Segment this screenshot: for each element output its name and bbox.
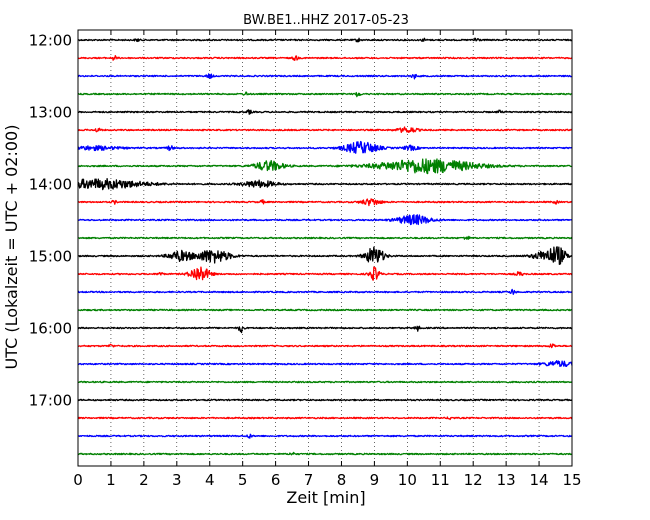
trace-1730 (77, 433, 573, 439)
y-tick-label: 12:00 (29, 32, 72, 50)
x-tick-label: 8 (337, 471, 347, 489)
trace-1600 (77, 325, 573, 334)
trace-1530 (77, 288, 573, 295)
trace-1700 (77, 398, 573, 402)
x-tick-label: 12 (464, 471, 483, 489)
x-tick-label: 6 (271, 471, 281, 489)
x-tick-label: 10 (398, 471, 417, 489)
grid-lines (110, 30, 540, 466)
trace-1245 (77, 91, 573, 98)
y-tick-label: 14:00 (29, 176, 72, 194)
trace-1415 (77, 198, 573, 207)
x-tick-label: 13 (497, 471, 516, 489)
x-tick-label: 11 (431, 471, 450, 489)
x-tick-label: 9 (370, 471, 380, 489)
x-tick-label: 5 (238, 471, 248, 489)
trace-1615 (77, 343, 573, 349)
x-tick-label: 15 (562, 471, 581, 489)
trace-1230 (77, 73, 573, 80)
trace-1500 (77, 246, 573, 266)
x-tick-label: 7 (304, 471, 314, 489)
trace-1515 (77, 266, 573, 281)
y-tick-label: 17:00 (29, 392, 72, 410)
x-tick-label: 2 (139, 471, 149, 489)
y-axis-label: UTC (Lokalzeit = UTC + 02:00) (2, 125, 21, 370)
trace-1300 (77, 109, 573, 115)
axis-ticks: 0 1 2 3 4 5 6 7 8 9 10 11 12 13 14 1512:0013:0014:0015:… (29, 30, 582, 489)
trace-1715 (77, 416, 573, 421)
y-tick-label: 13:00 (29, 104, 72, 122)
x-tick-label: 0 (73, 471, 83, 489)
trace-1200 (77, 37, 573, 43)
x-tick-label: 4 (205, 471, 215, 489)
trace-1330 (77, 140, 573, 154)
trace-1400 (77, 177, 573, 191)
chart-title: BW.BE1..HHZ 2017-05-23 (243, 13, 409, 28)
trace-1315 (77, 126, 573, 134)
trace-1630 (77, 360, 573, 368)
x-axis-label: Zeit [min] (286, 488, 365, 507)
x-tick-label: 3 (172, 471, 182, 489)
trace-1445 (77, 235, 573, 240)
trace-1645 (77, 380, 573, 384)
trace-1430 (77, 214, 573, 226)
y-tick-label: 15:00 (29, 248, 72, 266)
x-tick-label: 14 (530, 471, 549, 489)
trace-1345 (77, 158, 573, 175)
trace-1545 (77, 308, 573, 312)
trace-1215 (77, 54, 573, 61)
plot-frame (77, 29, 573, 467)
x-tick-label: 1 (106, 471, 116, 489)
y-tick-label: 16:00 (29, 320, 72, 338)
trace-1745 (77, 451, 573, 456)
seismogram-traces (77, 37, 573, 456)
